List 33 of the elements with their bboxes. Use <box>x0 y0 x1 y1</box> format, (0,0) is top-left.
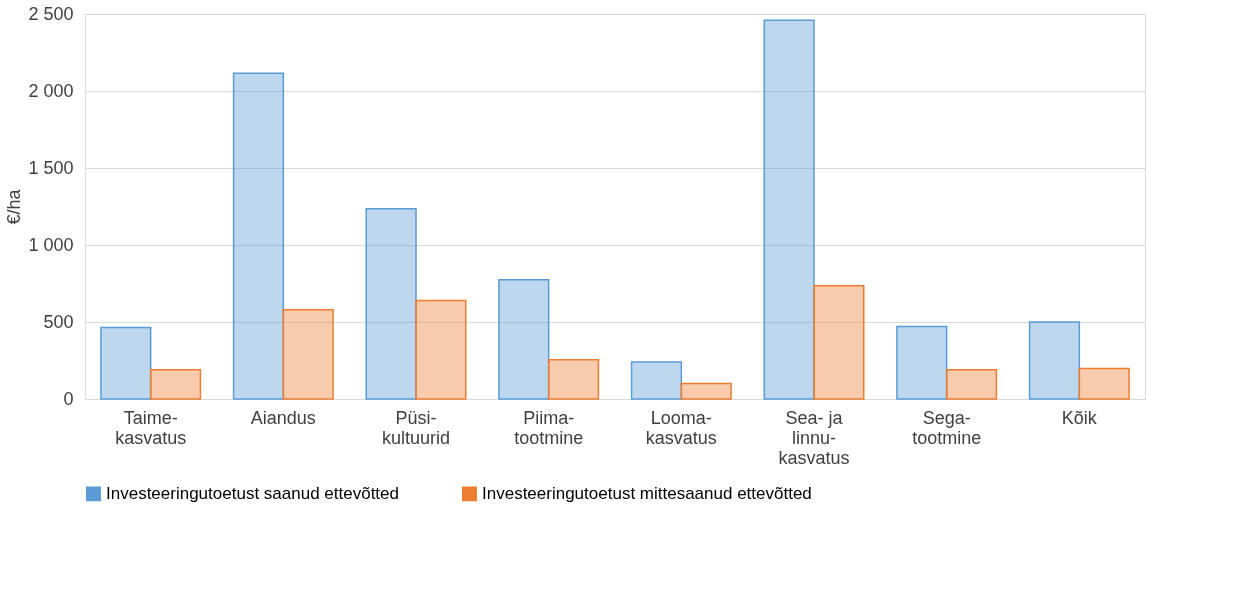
bar <box>763 19 815 400</box>
bar <box>1028 321 1081 400</box>
bar <box>100 326 152 400</box>
y-axis-title: €/ha <box>4 188 25 225</box>
y-tick-label: 500 <box>43 311 74 332</box>
bar <box>498 278 550 400</box>
bar <box>896 325 948 400</box>
x-tick-label: Aiandus <box>250 407 316 428</box>
bar <box>149 368 202 400</box>
y-tick-label: 2 000 <box>28 80 74 101</box>
bar <box>1078 367 1130 400</box>
legend-label: Investeeringutoetust saanud ettevõtted <box>106 483 399 503</box>
bar <box>365 208 417 400</box>
bar <box>415 299 467 400</box>
x-tick-label: Taime- kasvatus <box>115 407 187 448</box>
y-tick-label: 1 000 <box>28 234 74 255</box>
x-tick-label: Sea- ja linnu- kasvatus <box>778 407 850 468</box>
bar <box>630 361 683 400</box>
bar <box>547 358 600 400</box>
x-tick-label: Püsi- kultuurid <box>381 407 451 448</box>
bar <box>232 72 285 400</box>
x-tick-label: Piima- tootmine <box>514 407 584 448</box>
x-tick-label: Kõik <box>1061 407 1098 428</box>
y-tick-label: 0 <box>63 388 74 409</box>
x-tick-label: Sega- tootmine <box>912 407 982 448</box>
x-tick-label: Looma- kasvatus <box>645 407 717 448</box>
legend-label: Investeeringutoetust mittesaanud ettevõtted <box>482 483 812 503</box>
bar <box>680 382 732 400</box>
bar <box>945 368 998 400</box>
bar <box>282 308 334 400</box>
bar <box>813 285 865 400</box>
y-tick-label: 1 500 <box>28 157 74 178</box>
y-tick-label: 2 500 <box>28 3 74 24</box>
